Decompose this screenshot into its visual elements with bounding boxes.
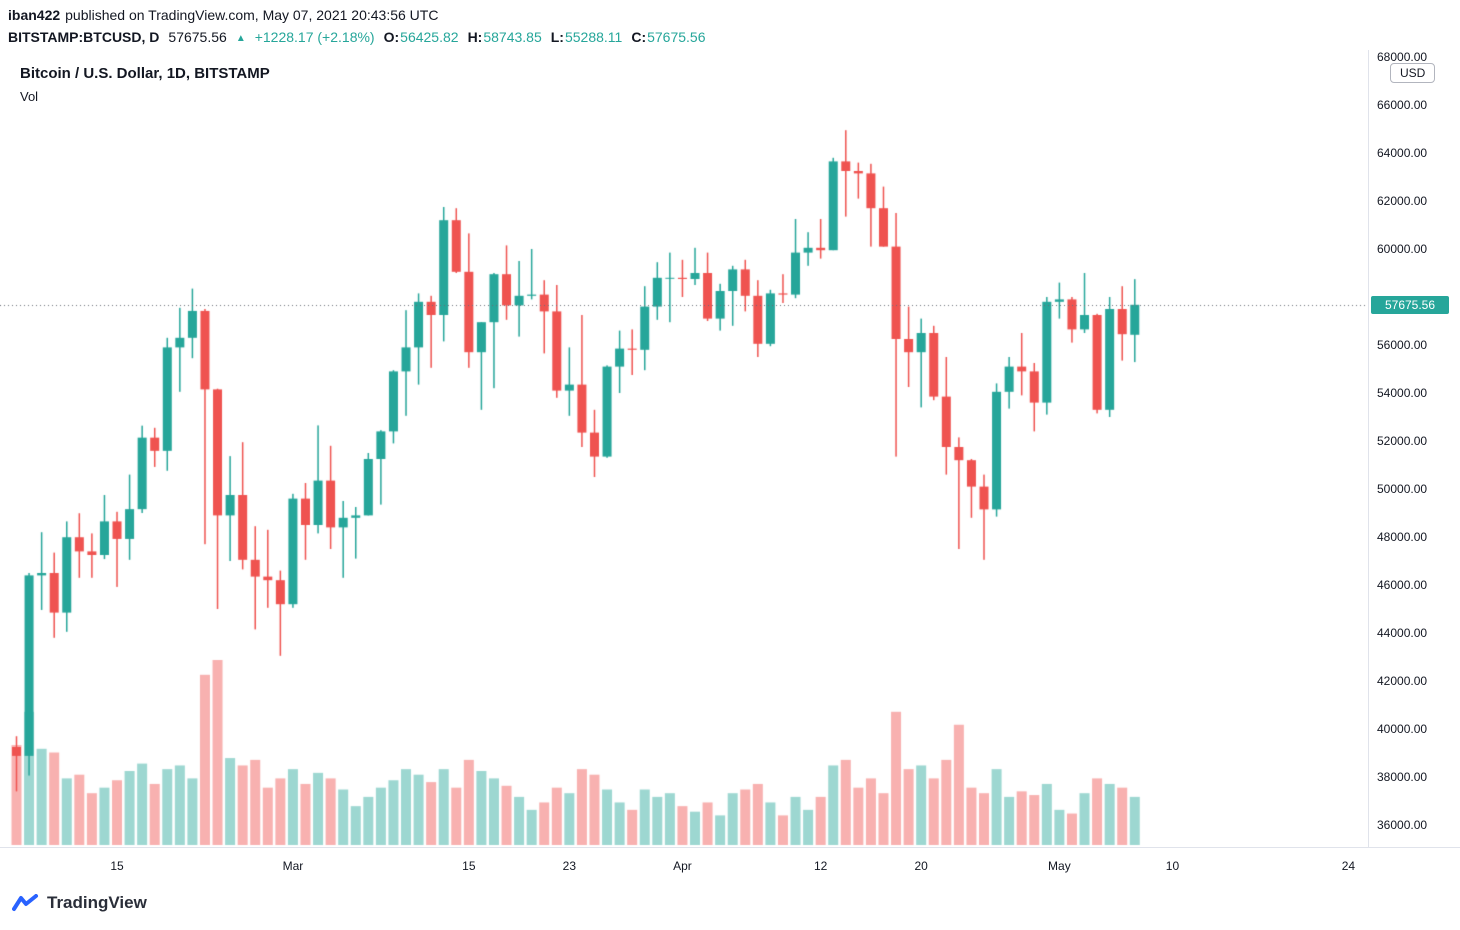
high-value: 58743.85 (483, 29, 542, 45)
time-axis-label: 23 (562, 859, 577, 873)
price-change: +1228.17 (+2.18%) (254, 29, 375, 45)
chart-pane: Bitcoin / U.S. Dollar, 1D, BITSTAMP Vol … (0, 50, 1460, 847)
time-axis-label: 24 (1341, 859, 1356, 873)
price-axis-label: 56000.00 (1377, 338, 1428, 352)
price-axis-label: 50000.00 (1377, 482, 1428, 496)
price-axis[interactable]: USD 57675.56 68000.00 66000.00 64000.00 620… (1368, 50, 1460, 847)
time-axis-label: 15 (462, 859, 476, 873)
time-axis[interactable]: 15 Mar 15 23 Apr 12 20 May 10 24 (0, 847, 1460, 885)
volume-indicator-label[interactable]: Vol (20, 89, 39, 104)
price-axis-label: 52000.00 (1377, 434, 1428, 448)
price-axis-label: 40000.00 (1377, 722, 1428, 736)
price-axis-label: 46000.00 (1377, 578, 1428, 592)
time-axis-label: Apr (673, 859, 692, 873)
chart-legend: Bitcoin / U.S. Dollar, 1D, BITSTAMP Vol (20, 65, 270, 104)
candlestick-chart[interactable] (0, 50, 1368, 847)
low-value: 55288.11 (564, 29, 623, 45)
time-axis-label: 15 (110, 859, 124, 873)
price-axis-label: 36000.00 (1377, 818, 1428, 832)
up-arrow-icon: ▲ (235, 33, 246, 44)
symbol-interval: BITSTAMP:BTCUSD, D (8, 29, 160, 45)
price-axis-label: 62000.00 (1377, 194, 1428, 208)
last-price: 57675.56 (168, 29, 227, 45)
price-axis-label: 60000.00 (1377, 242, 1428, 256)
attribution-bar: iban422 published on TradingView.com, May… (8, 7, 438, 23)
tradingview-link[interactable]: TradingView (12, 893, 147, 913)
time-axis-label: Mar (282, 859, 304, 873)
price-axis-label: 48000.00 (1377, 530, 1428, 544)
low-label: L: (550, 29, 564, 45)
time-axis-label: 10 (1165, 859, 1180, 873)
price-badge: 57675.56 (1371, 295, 1449, 314)
price-axis-label: 54000.00 (1377, 386, 1428, 400)
price-axis-label: 66000.00 (1377, 98, 1428, 112)
high-label: H: (467, 29, 483, 45)
price-axis-label: 68000.00 (1377, 50, 1428, 64)
open-value: 56425.82 (400, 29, 459, 45)
open-label: O: (383, 29, 400, 45)
price-axis-label: 38000.00 (1377, 770, 1428, 784)
price-axis-label: 64000.00 (1377, 146, 1428, 160)
time-axis-label: 20 (914, 859, 928, 873)
quote-bar: BITSTAMP:BTCUSD, D 57675.56 ▲ +1228.17 (… (8, 29, 706, 45)
username-link[interactable]: iban422 (8, 7, 61, 23)
close-label: C: (631, 29, 647, 45)
currency-button[interactable]: USD (1390, 63, 1436, 83)
close-group: C: 57675.56 (631, 29, 705, 45)
low-group: L: 55288.11 (551, 29, 623, 45)
price-axis-label: 42000.00 (1377, 674, 1428, 688)
open-group: O: 56425.82 (384, 29, 459, 45)
chart-title[interactable]: Bitcoin / U.S. Dollar, 1D, BITSTAMP (20, 65, 270, 82)
tradingview-logo-icon (12, 894, 38, 911)
time-axis-label: 12 (813, 859, 828, 873)
brand-text: TradingView (47, 893, 147, 912)
published-text: published on TradingView.com, May 07, 20… (65, 7, 439, 23)
close-value: 57675.56 (647, 29, 706, 45)
high-group: H: 58743.85 (468, 29, 542, 45)
price-axis-label: 44000.00 (1377, 626, 1428, 640)
time-axis-label: May (1048, 859, 1071, 873)
